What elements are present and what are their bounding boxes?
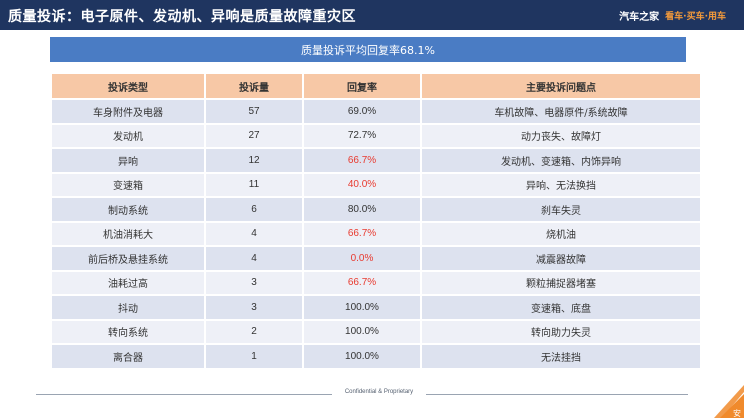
cell-issues: 转向助力失灵	[422, 320, 700, 343]
cell-type: 变速箱	[52, 173, 204, 196]
cell-type: 前后桥及悬挂系统	[52, 247, 204, 270]
cell-rate: 0.0%	[304, 247, 420, 270]
table-row: 变速箱 11 40.0% 异响、无法换挡	[52, 173, 700, 196]
cell-count: 11	[206, 173, 302, 196]
table-row: 机油消耗大 4 66.7% 烧机油	[52, 222, 700, 245]
table-row: 发动机 27 72.7% 动力丧失、故障灯	[52, 124, 700, 147]
cell-issues: 车机故障、电器原件/系统故障	[422, 100, 700, 123]
footer-divider-right	[426, 394, 688, 395]
cell-count: 57	[206, 100, 302, 123]
page-title: 质量投诉：电子原件、发动机、异响是质量故障重灾区	[8, 9, 356, 25]
cell-rate: 69.0%	[304, 100, 420, 123]
cell-issues: 异响、无法换挡	[422, 173, 700, 196]
header-issues: 主要投诉问题点	[422, 74, 700, 98]
corner-arrow-icon: 安	[714, 385, 744, 418]
cell-type: 转向系统	[52, 320, 204, 343]
cell-count: 1	[206, 345, 302, 368]
cell-count: 4	[206, 247, 302, 270]
table-row: 车身附件及电器 57 69.0% 车机故障、电器原件/系统故障	[52, 100, 700, 123]
cell-rate: 66.7%	[304, 271, 420, 294]
cell-type: 离合器	[52, 345, 204, 368]
cell-type: 制动系统	[52, 198, 204, 221]
table-row: 离合器 1 100.0% 无法挂挡	[52, 345, 700, 368]
cell-type: 抖动	[52, 296, 204, 319]
cell-issues: 动力丧失、故障灯	[422, 124, 700, 147]
cell-rate: 40.0%	[304, 173, 420, 196]
cell-type: 油耗过高	[52, 271, 204, 294]
cell-issues: 发动机、变速箱、内饰异响	[422, 149, 700, 172]
cell-count: 6	[206, 198, 302, 221]
cell-type: 异响	[52, 149, 204, 172]
table-row: 转向系统 2 100.0% 转向助力失灵	[52, 320, 700, 343]
header-type: 投诉类型	[52, 74, 204, 98]
complaint-table: 投诉类型 投诉量 回复率 主要投诉问题点 车身附件及电器 57 69.0% 车机故障、…	[50, 72, 702, 370]
cell-count: 2	[206, 320, 302, 343]
cell-rate: 66.7%	[304, 222, 420, 245]
table-row: 异响 12 66.7% 发动机、变速箱、内饰异响	[52, 149, 700, 172]
table-row: 制动系统 6 80.0% 刹车失灵	[52, 198, 700, 221]
cell-issues: 减震器故障	[422, 247, 700, 270]
cell-count: 3	[206, 271, 302, 294]
table-header-row: 投诉类型 投诉量 回复率 主要投诉问题点	[52, 74, 700, 98]
cell-rate: 66.7%	[304, 149, 420, 172]
cell-rate: 100.0%	[304, 296, 420, 319]
cell-type: 发动机	[52, 124, 204, 147]
cell-count: 27	[206, 124, 302, 147]
header-rate: 回复率	[304, 74, 420, 98]
brand-name: 汽车之家	[619, 11, 660, 23]
footer-divider-left	[36, 394, 332, 395]
cell-rate: 72.7%	[304, 124, 420, 147]
cell-type: 车身附件及电器	[52, 100, 204, 123]
table-row: 抖动 3 100.0% 变速箱、底盘	[52, 296, 700, 319]
cell-rate: 80.0%	[304, 198, 420, 221]
cell-type: 机油消耗大	[52, 222, 204, 245]
cell-count: 3	[206, 296, 302, 319]
table-row: 油耗过高 3 66.7% 颗粒捕捉器堵塞	[52, 271, 700, 294]
header-count: 投诉量	[206, 74, 302, 98]
header-bar: 质量投诉：电子原件、发动机、异响是质量故障重灾区 汽车之家 看车·买车·用车	[0, 0, 744, 30]
cell-count: 4	[206, 222, 302, 245]
corner-glyph: 安	[733, 408, 741, 418]
cell-rate: 100.0%	[304, 345, 420, 368]
cell-issues: 刹车失灵	[422, 198, 700, 221]
cell-issues: 变速箱、底盘	[422, 296, 700, 319]
table-row: 前后桥及悬挂系统 4 0.0% 减震器故障	[52, 247, 700, 270]
brand-slogan: 看车·买车·用车	[665, 11, 726, 22]
cell-issues: 无法挂挡	[422, 345, 700, 368]
cell-count: 12	[206, 149, 302, 172]
summary-banner: 质量投诉平均回复率68.1%	[50, 37, 686, 62]
cell-rate: 100.0%	[304, 320, 420, 343]
footer-text: Confidential & Proprietary	[344, 389, 414, 395]
cell-issues: 烧机油	[422, 222, 700, 245]
cell-issues: 颗粒捕捉器堵塞	[422, 271, 700, 294]
brand-logo: 汽车之家 看车·买车·用车	[619, 8, 726, 23]
